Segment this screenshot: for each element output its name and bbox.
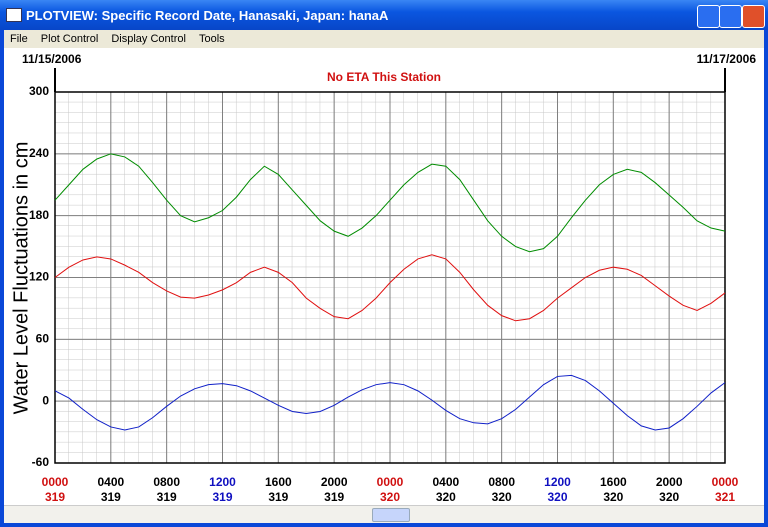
menu-item[interactable]: Plot Control	[40, 33, 99, 45]
horizontal-scrollbar[interactable]	[4, 505, 764, 523]
menu-bar: File Plot Control Display Control Tools	[4, 30, 764, 48]
y-tick-label: 240	[29, 146, 49, 160]
x-tick-label: 0000	[377, 475, 404, 489]
y-tick-label: 180	[29, 208, 49, 222]
x-tick-label: 1200	[544, 475, 571, 489]
x-tick-day: 320	[659, 490, 679, 504]
x-tick-label: 0400	[97, 475, 124, 489]
x-tick-day: 319	[101, 490, 121, 504]
maximize-button[interactable]	[719, 5, 742, 28]
plot-area: 11/15/2006 11/17/2006 No ETA This Statio…	[4, 48, 764, 505]
y-tick-label: -60	[32, 455, 50, 469]
scroll-thumb[interactable]	[372, 508, 410, 522]
x-tick-label: 0800	[488, 475, 515, 489]
window-title: PLOTVIEW: Specific Record Date, Hanasaki…	[26, 8, 389, 23]
y-tick-label: 0	[42, 393, 49, 407]
x-tick-label: 2000	[321, 475, 348, 489]
x-tick-day: 320	[436, 490, 456, 504]
x-tick-label: 1600	[600, 475, 627, 489]
menu-item[interactable]: Tools	[199, 33, 225, 45]
annotation: No ETA This Station	[327, 70, 441, 84]
title-bar: PLOTVIEW: Specific Record Date, Hanasaki…	[0, 0, 768, 30]
app-icon	[6, 8, 22, 22]
y-axis-label: Water Level Fluctuations in cm	[10, 142, 32, 415]
x-tick-label: 0000	[712, 475, 739, 489]
menu-item[interactable]: Display Control	[111, 33, 186, 45]
x-tick-label: 1200	[209, 475, 236, 489]
x-tick-day: 319	[45, 490, 65, 504]
x-tick-label: 0000	[42, 475, 69, 489]
y-tick-label: 300	[29, 84, 49, 98]
start-date: 11/15/2006	[22, 52, 82, 66]
y-tick-label: 60	[36, 332, 50, 346]
x-tick-day: 320	[547, 490, 567, 504]
x-tick-day: 319	[268, 490, 288, 504]
x-tick-label: 2000	[656, 475, 683, 489]
x-tick-day: 320	[603, 490, 623, 504]
x-tick-day: 321	[715, 490, 735, 504]
series-line	[54, 254, 726, 322]
chart: 11/15/2006 11/17/2006 No ETA This Statio…	[10, 52, 757, 504]
x-tick-day: 320	[492, 490, 512, 504]
x-tick-day: 319	[157, 490, 177, 504]
series-line	[54, 153, 726, 253]
minimize-button[interactable]	[697, 5, 720, 28]
end-date: 11/17/2006	[697, 52, 757, 66]
y-tick-label: 120	[29, 270, 49, 284]
series-line	[54, 374, 726, 431]
x-tick-day: 319	[324, 490, 344, 504]
close-button[interactable]	[742, 5, 765, 28]
x-tick-label: 1600	[265, 475, 292, 489]
x-tick-day: 320	[380, 490, 400, 504]
menu-item[interactable]: File	[10, 33, 28, 45]
x-tick-day: 319	[212, 490, 232, 504]
x-tick-label: 0400	[432, 475, 459, 489]
x-tick-label: 0800	[153, 475, 180, 489]
